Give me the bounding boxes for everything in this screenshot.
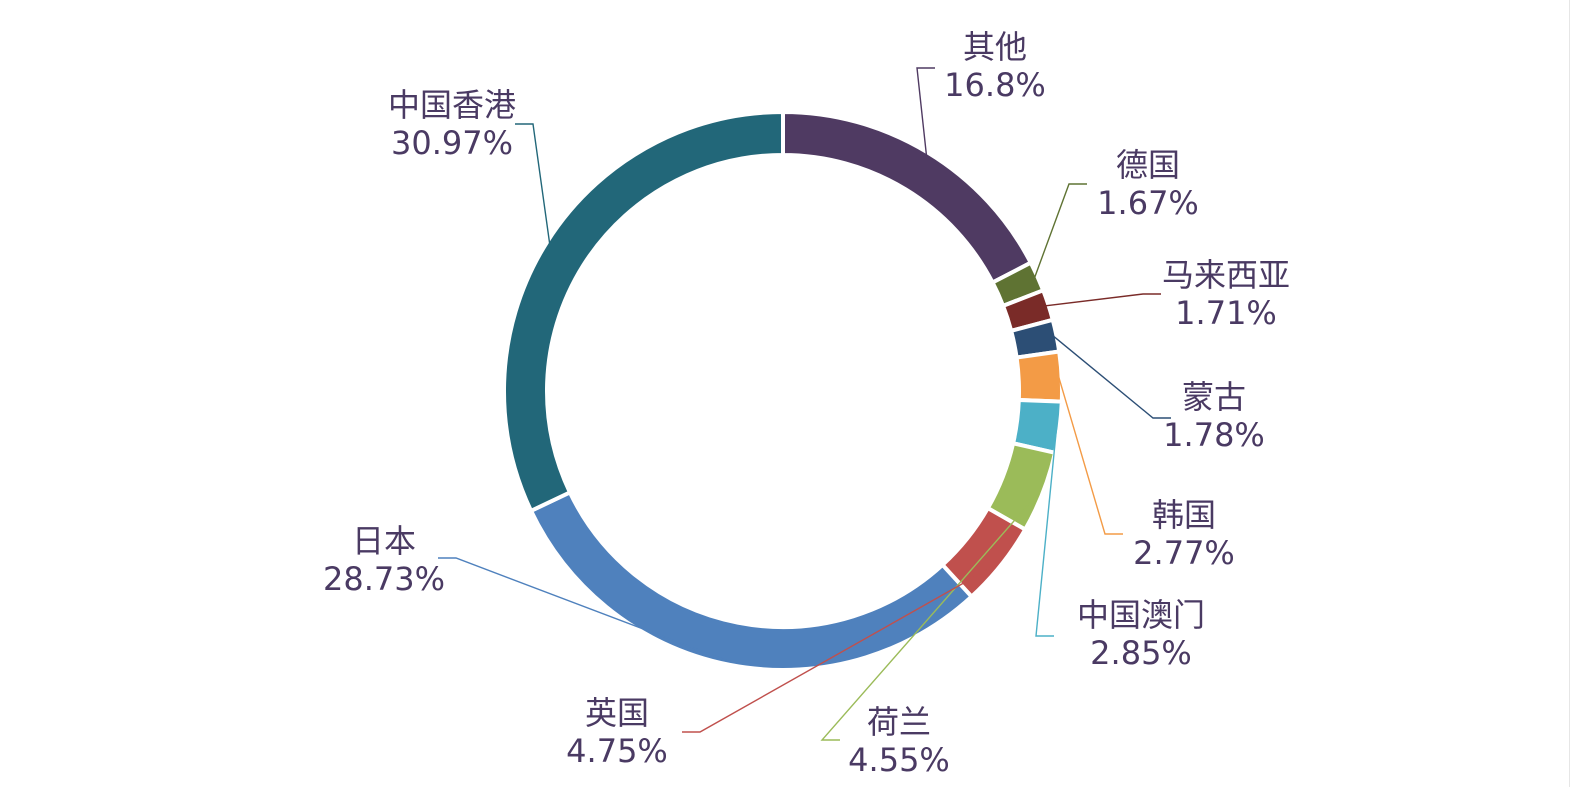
slice-name-label-1: 德国 xyxy=(1116,146,1180,184)
slice-value-label-3: 1.78% xyxy=(1163,416,1265,454)
slice-name-label-3: 蒙古 xyxy=(1182,378,1246,416)
slice-value-label-8: 28.73% xyxy=(323,560,445,598)
slice-name-label-6: 荷兰 xyxy=(867,703,931,741)
leader-line-8 xyxy=(438,557,731,663)
donut-slice-8 xyxy=(528,489,975,672)
leader-line-5 xyxy=(1035,426,1058,637)
slice-value-label-1: 1.67% xyxy=(1097,184,1199,222)
leader-line-7 xyxy=(682,562,999,733)
donut-slices xyxy=(502,109,1064,672)
leader-lines xyxy=(438,67,1171,741)
donut-slice-4 xyxy=(1014,349,1064,404)
slice-value-label-4: 2.77% xyxy=(1133,534,1235,572)
slice-name-label-9: 中国香港 xyxy=(388,86,516,124)
slice-name-label-5: 中国澳门 xyxy=(1077,596,1205,634)
leader-line-9 xyxy=(515,123,551,244)
slice-value-label-6: 4.55% xyxy=(848,741,950,779)
slice-name-label-8: 日本 xyxy=(352,522,416,560)
slice-name-label-4: 韩国 xyxy=(1152,496,1216,534)
leader-line-0 xyxy=(916,67,935,156)
slice-value-label-5: 2.85% xyxy=(1090,634,1192,672)
leader-line-3 xyxy=(1053,335,1171,419)
donut-slice-9 xyxy=(502,109,785,514)
slice-value-label-9: 30.97% xyxy=(391,124,513,162)
slice-name-label-0: 其他 xyxy=(963,28,1027,66)
leader-line-1 xyxy=(1033,183,1087,278)
slice-name-label-7: 英国 xyxy=(585,694,649,732)
leader-line-2 xyxy=(1045,293,1161,307)
slice-name-label-2: 马来西亚 xyxy=(1162,256,1290,294)
slice-value-label-2: 1.71% xyxy=(1175,294,1277,332)
leader-line-6 xyxy=(820,490,1041,741)
slice-value-label-0: 16.8% xyxy=(944,66,1046,104)
leader-line-4 xyxy=(1057,376,1123,535)
donut-slice-0 xyxy=(781,109,1034,286)
slice-value-label-7: 4.75% xyxy=(566,732,668,770)
